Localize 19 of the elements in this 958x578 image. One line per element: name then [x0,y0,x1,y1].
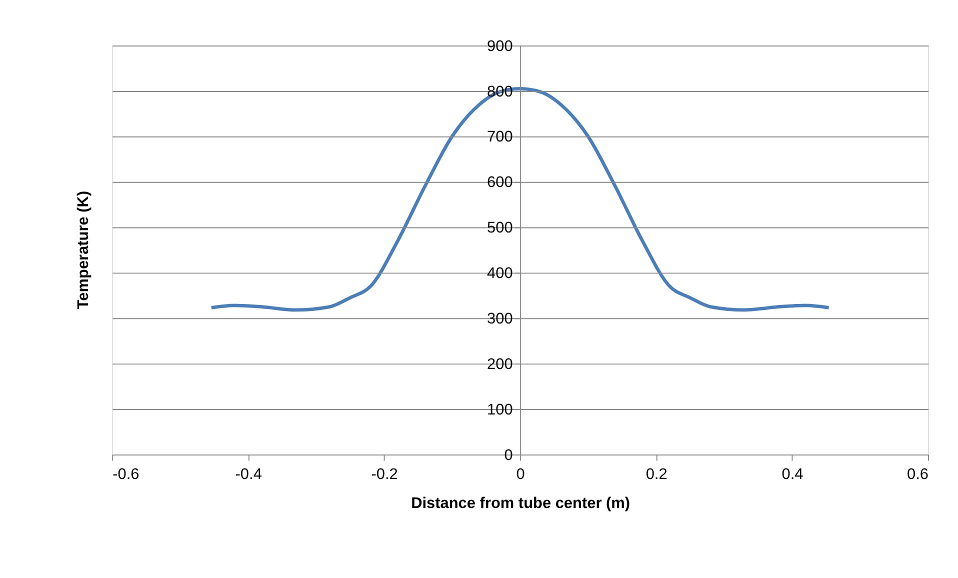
x-tick-label: -0.6 [112,466,140,484]
y-tick-label: 200 [487,356,513,373]
y-axis-title: Temperature (K) [74,190,92,310]
y-tick-label: 300 [487,310,513,328]
y-tick-label: 0 [504,446,513,464]
line-series [210,87,830,312]
y-tick-label: 600 [487,174,513,192]
x-tick-label: 0.2 [646,466,668,484]
x-tick-label: 0.4 [782,466,804,484]
x-tick-label: -0.2 [371,466,398,484]
x-axis-title: Distance from tube center (m) [411,495,630,512]
y-tick-label: 700 [487,128,513,146]
y-tick-label: 400 [487,265,513,282]
x-tick-label: 0 [516,466,525,484]
x-tick-label: 0.6 [907,466,929,484]
y-tick-label: 500 [487,220,513,237]
y-tick-label: 900 [487,38,513,55]
x-tick-label: -0.4 [235,466,262,484]
y-tick-label: 100 [487,401,513,418]
